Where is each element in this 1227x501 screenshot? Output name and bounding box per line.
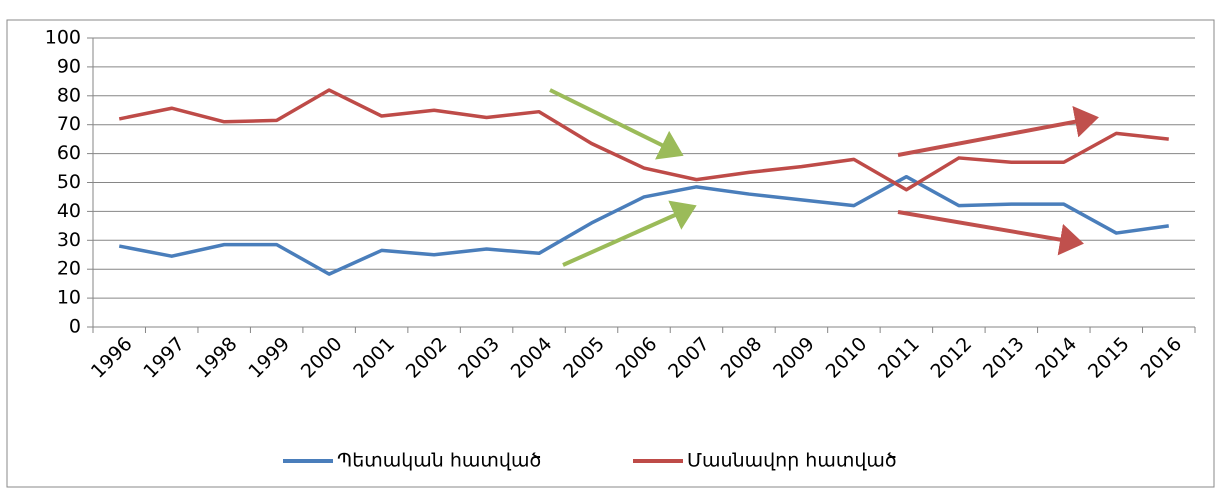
y-tick-label: 80 — [57, 84, 81, 106]
y-tick-label: 50 — [57, 171, 81, 193]
arrow — [562, 200, 697, 267]
arrow — [897, 105, 1099, 157]
y-tick-label: 60 — [57, 142, 81, 164]
series-line — [118, 88, 1169, 192]
legend-label: Պետական հատված — [337, 450, 541, 472]
y-tick-label: 90 — [57, 55, 81, 77]
y-tick-label: 100 — [45, 27, 81, 49]
y-tick-label: 10 — [57, 287, 81, 309]
legend-label: Մասնավոր հատված — [687, 450, 897, 472]
chart-border — [6, 19, 1215, 488]
y-tick-label: 40 — [57, 200, 81, 222]
y-tick-label: 70 — [57, 113, 81, 135]
y-tick-label: 20 — [57, 258, 81, 280]
arrow — [549, 88, 684, 160]
y-tick-label: 30 — [57, 229, 81, 251]
y-tick-label: 0 — [69, 316, 81, 338]
series-line — [118, 174, 1169, 276]
arrow — [897, 210, 1084, 256]
